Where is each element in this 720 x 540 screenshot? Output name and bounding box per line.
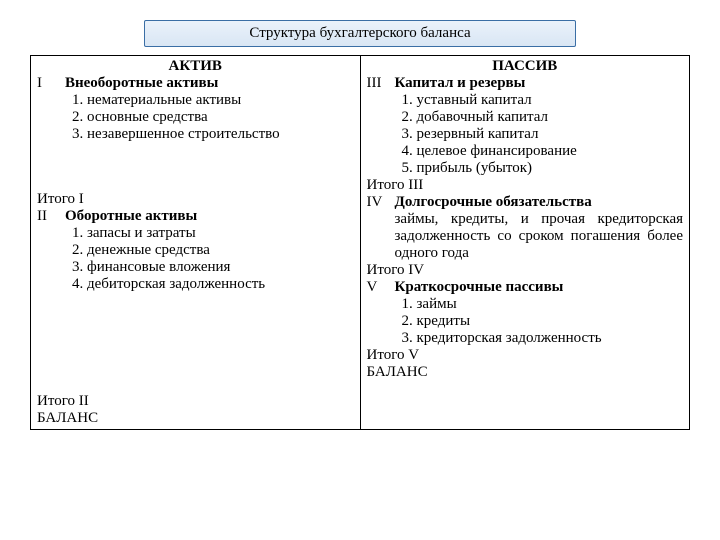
list-item: финансовые вложения (87, 259, 354, 276)
page-title: Структура бухгалтерского баланса (144, 20, 576, 47)
roman-III: III (367, 75, 395, 177)
list-item: кредиты (417, 313, 684, 330)
roman-V: V (367, 279, 395, 347)
list-item: денежные средства (87, 242, 354, 259)
section-V-title: Краткосрочные пассивы (395, 279, 684, 296)
section-IV-title: Долгосрочные обязательства (395, 194, 684, 211)
section-IV: IV Долгосрочные обязательства займы, кре… (367, 194, 684, 262)
list-item: добавочный капитал (417, 109, 684, 126)
balance-table: АКТИВ I Внеоборотные активы нематериальн… (30, 55, 690, 430)
section-III-title: Капитал и резервы (395, 75, 684, 92)
list-item: основные средства (87, 109, 354, 126)
liabilities-column: ПАССИВ III Капитал и резервы уставный ка… (360, 56, 690, 430)
total-I: Итого I (37, 191, 354, 208)
list-item: незавершенное строительство (87, 126, 354, 143)
section-I-title: Внеоборотные активы (65, 75, 354, 92)
assets-balance: БАЛАНС (37, 410, 354, 427)
section-IV-text: займы, кредиты, и прочая кредиторская за… (395, 211, 684, 262)
section-III: III Капитал и резервы уставный капитал д… (367, 75, 684, 177)
total-II: Итого II (37, 393, 354, 410)
section-II: II Оборотные активы запасы и затраты ден… (37, 208, 354, 293)
list-item: запасы и затраты (87, 225, 354, 242)
list-item: целевое финансирование (417, 143, 684, 160)
assets-heading: АКТИВ (37, 58, 354, 75)
roman-II: II (37, 208, 65, 293)
section-V: V Краткосрочные пассивы займы кредиты кр… (367, 279, 684, 347)
liabilities-balance: БАЛАНС (367, 364, 684, 381)
list-item: уставный капитал (417, 92, 684, 109)
liabilities-heading: ПАССИВ (367, 58, 684, 75)
section-I: I Внеоборотные активы нематериальные акт… (37, 75, 354, 143)
section-II-title: Оборотные активы (65, 208, 354, 225)
list-item: резервный капитал (417, 126, 684, 143)
list-item: займы (417, 296, 684, 313)
list-item: кредиторская задолженность (417, 330, 684, 347)
roman-IV: IV (367, 194, 395, 262)
total-III: Итого III (367, 177, 684, 194)
roman-I: I (37, 75, 65, 143)
list-item: прибыль (убыток) (417, 160, 684, 177)
total-IV: Итого IV (367, 262, 684, 279)
total-V: Итого V (367, 347, 684, 364)
assets-column: АКТИВ I Внеоборотные активы нематериальн… (31, 56, 361, 430)
list-item: дебиторская задолженность (87, 276, 354, 293)
list-item: нематериальные активы (87, 92, 354, 109)
